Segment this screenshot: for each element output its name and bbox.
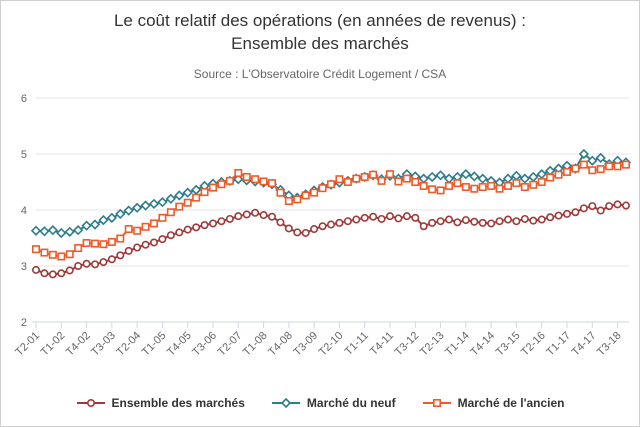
x-axis-label: T4-05 <box>165 330 194 359</box>
x-axis-label: T1-08 <box>241 330 270 359</box>
series-march-de-l-ancien[interactable] <box>31 160 630 261</box>
y-axis-label: 2 <box>21 317 27 329</box>
y-axis-label: 4 <box>21 205 27 217</box>
legend-label: Marché de l'ancien <box>457 396 565 410</box>
x-axis-label: T3-15 <box>494 330 523 359</box>
x-axis-label: T1-14 <box>443 330 472 359</box>
x-axis-label: T1-05 <box>140 330 169 359</box>
legend-marker-diamond-icon <box>271 397 301 409</box>
chart-subtitle: Source : L'Observatoire Crédit Logement … <box>193 67 447 81</box>
series-ensemble-des-march-s[interactable] <box>31 200 630 279</box>
x-axis-label: T4-02 <box>64 330 93 359</box>
x-axis-label: T2-07 <box>216 330 245 359</box>
x-axis-label: T2-01 <box>13 330 42 359</box>
x-axis-label: T4-08 <box>266 330 295 359</box>
legend-label: Ensemble des marchés <box>111 396 245 410</box>
y-axis-label: 6 <box>21 93 27 105</box>
x-axis-label: T4-11 <box>368 330 396 358</box>
y-axis-label: 5 <box>21 149 27 161</box>
chart-title: Le coût relatif des opérations (en année… <box>11 10 629 56</box>
x-axis-label: T3-09 <box>291 330 320 359</box>
legend-marker-square-icon <box>422 397 452 409</box>
x-axis-label: T1-11 <box>343 330 371 358</box>
legend-item-neuf[interactable]: Marché du neuf <box>271 396 396 410</box>
chart-title-line1: Le coût relatif des opérations (en année… <box>113 11 527 30</box>
chart-legend: Ensemble des marchés Marché du neuf Marc… <box>1 396 639 410</box>
legend-marker-circle-icon <box>76 397 106 409</box>
x-axis-label: T3-18 <box>595 330 624 359</box>
x-axis-label: T4-14 <box>468 330 497 359</box>
x-axis-label: T2-16 <box>519 330 548 359</box>
chart-plot-area[interactable]: 2 3 4 5 6 T2-01T1-02T4-02T3-03T2-04T1-05T4-05… <box>1 1 639 381</box>
x-axis-label: T3-12 <box>393 330 422 359</box>
chart-title-line2: Ensemble des marchés <box>231 33 409 53</box>
legend-label: Marché du neuf <box>306 396 396 410</box>
y-axis-label: 3 <box>21 261 27 273</box>
x-axis-label: T3-03 <box>89 330 118 359</box>
x-axis-label: T2-04 <box>114 330 143 359</box>
x-axis-label: T4-17 <box>570 330 599 359</box>
x-axis-label: T1-17 <box>544 330 573 359</box>
x-axis-label: T2-10 <box>317 330 346 359</box>
legend-item-ancien[interactable]: Marché de l'ancien <box>422 396 565 410</box>
x-axis-label: T1-02 <box>39 330 68 359</box>
legend-item-ensemble[interactable]: Ensemble des marchés <box>76 396 245 410</box>
x-axis-label: T2-13 <box>418 330 447 359</box>
x-axis-label: T3-06 <box>190 330 219 359</box>
